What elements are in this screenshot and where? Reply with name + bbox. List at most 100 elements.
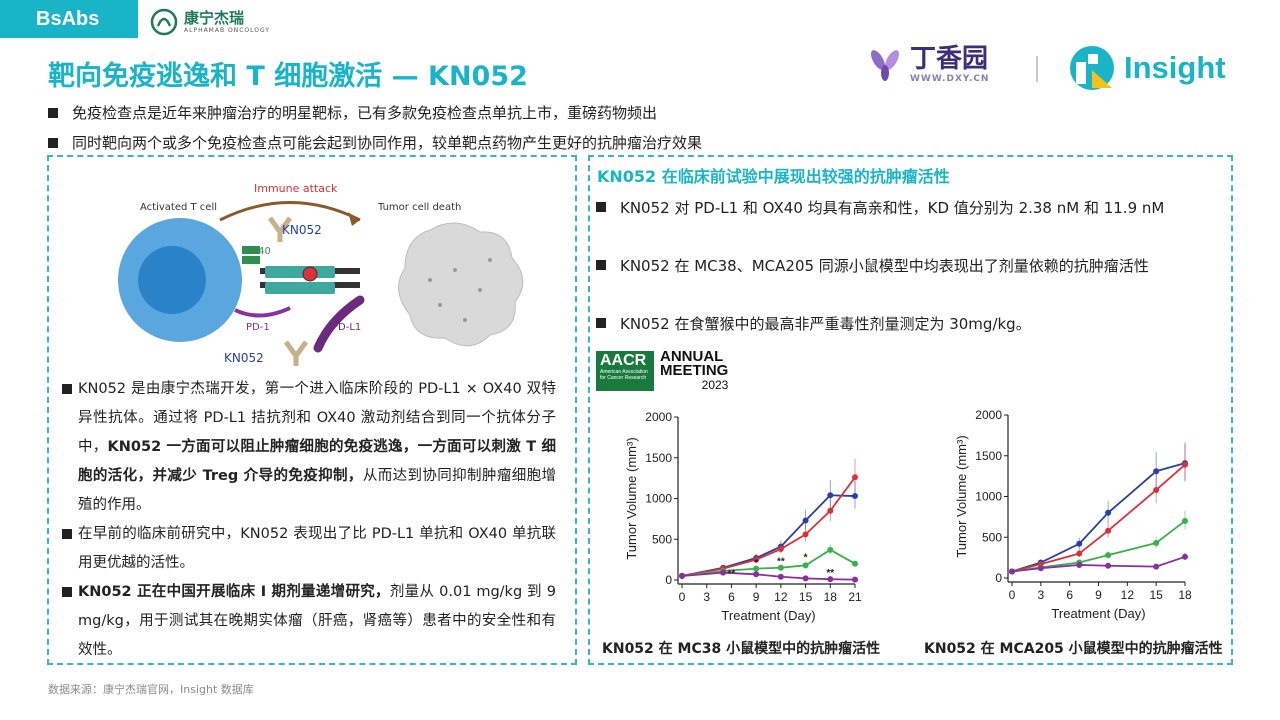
data-point <box>1182 553 1188 560</box>
x-tick-label: 12 <box>1121 588 1135 602</box>
dxy-cn: 丁香园 <box>910 44 989 74</box>
y-tick-label: 1000 <box>975 490 1002 504</box>
insight-logo: Insight <box>1068 44 1226 92</box>
dxy-logo: 丁香园 WWW.DXY.CN <box>866 46 989 84</box>
kn052-antibody-icon <box>267 216 293 242</box>
right-panel-title: KN052 在临床前试验中展现出较强的抗肿瘤活性 <box>597 167 950 186</box>
bullet-square-icon <box>62 529 72 539</box>
aacr-meeting-logo: AACR American Association for Cancer Res… <box>596 349 728 392</box>
y-axis-label: Tumor Volume (mm³) <box>954 435 969 557</box>
x-tick-label: 0 <box>1009 588 1016 602</box>
brand-cn: 康宁杰瑞 <box>184 8 245 27</box>
data-point <box>802 531 809 538</box>
y-tick-label: 2000 <box>645 410 672 424</box>
bullet-square-icon <box>596 318 606 328</box>
series-line-0 <box>1011 462 1186 573</box>
data-point <box>1105 527 1112 534</box>
left-description: KN052 是由康宁杰瑞开发，第一个进入临床阶段的 PD-L1 × OX40 双… <box>62 375 556 665</box>
bullet-square-icon <box>62 587 72 597</box>
data-point <box>827 507 834 514</box>
y-tick-label: 0 <box>995 571 1002 585</box>
data-point <box>852 576 858 583</box>
y-tick-label: 2000 <box>975 408 1002 422</box>
data-point <box>753 556 760 563</box>
left-panel <box>47 155 577 665</box>
intro-bullet: 同时靶向两个或多个免疫检查点可能会起到协同作用，较单靶点药物产生更好的抗肿瘤治疗… <box>48 128 1228 158</box>
x-tick-label: 9 <box>1095 588 1102 602</box>
section-tag: BsAbs <box>0 0 138 38</box>
immune-attack-label: Immune attack <box>254 182 338 195</box>
description-paragraph: KN052 正在中国开展临床 I 期剂量递增研究，剂量从 0.01 mg/kg … <box>62 578 556 665</box>
data-point <box>1153 539 1160 546</box>
pd1-label: PD-1 <box>246 322 270 333</box>
x-tick-label: 21 <box>848 590 862 604</box>
data-point <box>1076 561 1083 568</box>
kn052-label-top: KN052 <box>282 223 322 237</box>
x-tick-label: 3 <box>703 590 710 604</box>
right-bullet: KN052 在食蟹猴中的最高非严重毒性剂量测定为 30mg/kg。 <box>596 309 1216 337</box>
data-point <box>679 572 685 579</box>
brand-en: ALPHAMAB ONCOLOGY <box>184 26 270 34</box>
x-tick-label: 18 <box>1178 588 1192 602</box>
y-tick-label: 1500 <box>645 451 672 465</box>
series-line-1 <box>681 476 856 577</box>
tumor-cell-shape <box>398 222 524 347</box>
right-bullets: KN052 对 PD-L1 和 OX40 均具有高亲和性，KD 值分别为 2.3… <box>596 193 1216 367</box>
alphamab-logo-icon <box>150 8 178 36</box>
x-tick-label: 12 <box>774 590 788 604</box>
x-axis-label: Treatment (Day) <box>721 608 815 623</box>
data-point <box>1076 540 1083 547</box>
data-point <box>1182 517 1188 524</box>
data-point <box>777 546 784 553</box>
tumor-cell-death-label: Tumor cell death <box>377 202 461 213</box>
kn052-label-bottom: KN052 <box>224 351 264 365</box>
mca205-tumor-chart: 0 500 1000 1500 2000 0 3 6 9 12 15 18 Treatment (Day… <box>954 408 1192 621</box>
right-bullet: KN052 在 MC38、MCA205 同源小鼠模型中均表现出了剂量依赖的抗肿瘤… <box>596 251 1216 279</box>
kn052-antibody-icon-2 <box>283 340 309 366</box>
data-point <box>852 560 858 567</box>
data-point <box>1105 552 1112 559</box>
significance-label: ** <box>728 568 736 579</box>
description-paragraph: KN052 是由康宁杰瑞开发，第一个进入临床阶段的 PD-L1 × OX40 双… <box>62 375 556 520</box>
significance-label: * <box>754 558 758 569</box>
x-tick-label: 0 <box>679 590 686 604</box>
data-point <box>827 546 834 553</box>
right-panel <box>588 155 1233 665</box>
data-point <box>1105 509 1112 516</box>
data-point <box>827 576 834 583</box>
y-tick-label: 500 <box>652 532 672 546</box>
t-cell-nucleus <box>138 246 206 314</box>
data-point <box>1076 550 1083 557</box>
significance-label: ** <box>777 557 785 568</box>
attack-arrow <box>219 201 361 222</box>
pdl1-label: PD-L1 <box>332 322 361 333</box>
intro-bullets: 免疫检查点是近年来肿瘤治疗的明星靶标，已有多款免疫检查点单抗上市，重磅药物频出 … <box>48 98 1228 158</box>
y-tick-label: 1500 <box>975 449 1002 463</box>
bullet-square-icon <box>596 202 606 212</box>
description-paragraph: 在早前的临床前研究中，KN052 表现出了比 PD-L1 单抗和 OX40 单抗… <box>62 520 556 578</box>
page-title: 靶向免疫逃逸和 T 细胞激活 — KN052 <box>48 61 528 92</box>
y-axis-label: Tumor Volume (mm³) <box>624 437 639 559</box>
activated-t-cell-label: Activated T cell <box>140 202 217 213</box>
y-tick-label: 1000 <box>645 492 672 506</box>
data-point <box>1153 468 1160 475</box>
x-tick-label: 15 <box>1149 588 1163 602</box>
aacr-logo: AACR American Association for Cancer Res… <box>596 351 654 391</box>
data-point <box>1153 486 1160 493</box>
bullet-square-icon <box>596 260 606 270</box>
series-line-1 <box>1011 464 1186 573</box>
significance-label: ** <box>826 568 834 579</box>
mc38-tumor-chart: 0 500 1000 1500 2000 0 3 6 9 12 15 18 21 Treatment (D… <box>624 410 862 623</box>
right-bullet: KN052 对 PD-L1 和 OX40 均具有高亲和性，KD 值分别为 2.3… <box>596 193 1216 221</box>
mechanism-diagram: Immune attack Activated T cell Tumor cel… <box>118 182 524 366</box>
series-line-0 <box>681 494 856 577</box>
data-source-note: 数据来源：康宁杰瑞官网，Insight 数据库 <box>48 683 254 696</box>
data-point <box>827 492 834 499</box>
x-tick-label: 3 <box>1037 588 1044 602</box>
insight-wordmark: Insight <box>1124 50 1226 85</box>
bullet-square-icon <box>48 138 58 148</box>
alphamab-logo: 康宁杰瑞 ALPHAMAB ONCOLOGY <box>150 6 270 38</box>
data-point <box>802 575 809 582</box>
data-point <box>1182 461 1188 468</box>
x-tick-label: 6 <box>1066 588 1073 602</box>
